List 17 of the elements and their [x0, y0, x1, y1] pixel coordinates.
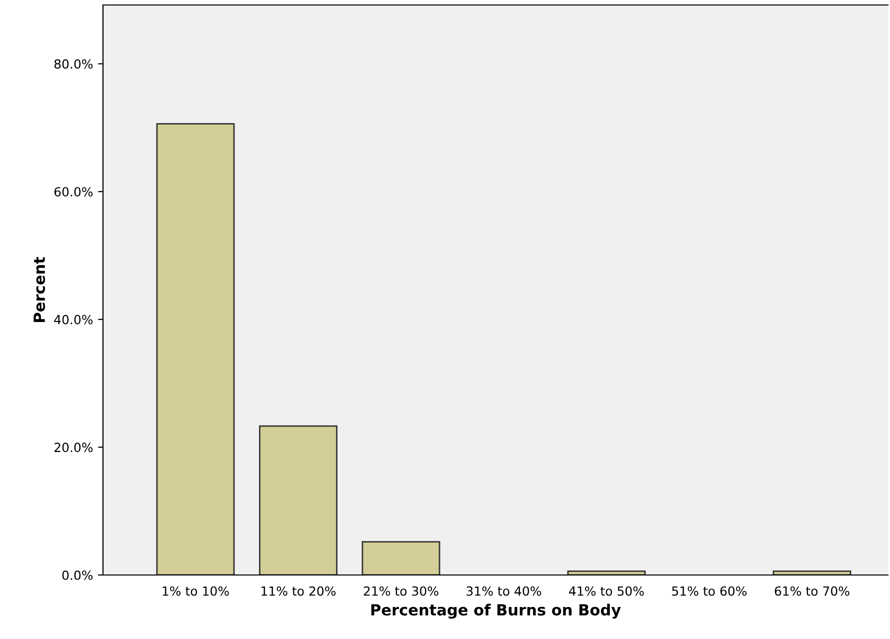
y-axis-title: Percent [34, 257, 46, 322]
x-tick-label: 51% to 60% [672, 586, 747, 596]
x-tick-label: 21% to 30% [364, 586, 438, 596]
bar [362, 541, 440, 575]
x-tick-label: 61% to 70% [774, 586, 850, 596]
y-tick-label: 80.0% [54, 59, 93, 69]
y-tick-label: 20.0% [54, 442, 93, 452]
x-tick-label: 31% to 40% [466, 586, 542, 596]
y-tick-label: 40.0% [54, 314, 93, 324]
x-tick-label: 11% to 20% [262, 586, 336, 596]
x-tick-label: 1% to 10% [162, 586, 229, 596]
y-tick-label: 0.0% [62, 570, 93, 580]
x-tick-label: 41% to 50% [569, 586, 644, 596]
y-tick-label: 60.0% [54, 187, 93, 197]
x-axis-title: Percentage of Burns on Body [371, 604, 621, 619]
bar [258, 425, 338, 575]
bar [156, 123, 235, 575]
